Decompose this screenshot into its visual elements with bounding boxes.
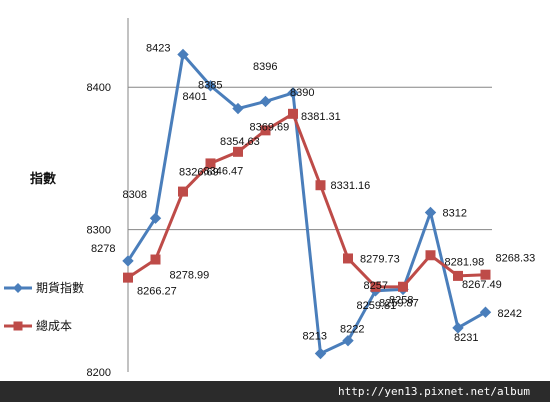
data-label: 8231	[454, 332, 478, 344]
point-marker	[233, 146, 243, 157]
point-marker	[232, 102, 244, 115]
series-group	[122, 48, 492, 360]
data-label: 8259.87	[379, 298, 419, 310]
data-label: 8346.47	[204, 165, 244, 177]
data-label: 8390	[290, 87, 314, 99]
point-marker	[480, 269, 491, 280]
data-label: 8222	[340, 324, 364, 336]
point-marker	[204, 80, 217, 92]
point-marker	[260, 125, 271, 136]
data-label: 8396	[253, 61, 277, 73]
series-line-1	[127, 112, 486, 289]
data-label: 8278.99	[170, 270, 210, 282]
point-marker	[452, 322, 464, 334]
point-marker	[342, 334, 354, 347]
data-label: 8331.16	[331, 180, 371, 192]
data-label: 8354.63	[220, 136, 260, 148]
data-label: 8279.73	[360, 253, 400, 265]
data-label: 8266.27	[137, 286, 177, 298]
data-label: 8257	[364, 280, 388, 292]
legend-marker	[13, 321, 23, 331]
watermark-text: http://yen13.pixnet.net/album	[338, 385, 530, 398]
y-axis-label: 指數	[30, 171, 56, 186]
legend-label: 期貨指數	[36, 280, 84, 295]
point-marker	[479, 306, 492, 318]
data-label: 8369.69	[250, 121, 290, 133]
point-marker	[287, 87, 299, 99]
point-marker	[259, 95, 272, 108]
point-marker	[150, 254, 161, 265]
y-tick-label: 8400	[87, 82, 111, 94]
legend-marker	[13, 283, 23, 293]
y-tick-label: 8200	[87, 367, 111, 379]
point-marker	[122, 255, 134, 267]
point-marker	[315, 180, 326, 191]
data-label: 8281.98	[445, 256, 485, 268]
point-marker	[343, 253, 353, 264]
series-line-0	[126, 52, 487, 355]
point-marker	[424, 206, 437, 219]
point-marker	[288, 108, 298, 119]
data-label: 8381.31	[301, 111, 341, 123]
point-marker	[398, 281, 408, 292]
data-label: 8401	[183, 91, 207, 103]
point-marker	[425, 250, 436, 261]
y-tick-labels: 8200 8300 8400	[87, 82, 111, 379]
data-label: 8213	[303, 330, 327, 342]
point-marker	[178, 186, 188, 197]
data-label: 8259.81	[357, 300, 397, 312]
point-marker	[370, 281, 381, 292]
data-label: 8308	[123, 189, 147, 201]
data-label: 8268.33	[496, 253, 536, 265]
data-label: 8278	[91, 243, 115, 255]
point-marker	[453, 270, 463, 281]
data-label: 8258	[389, 294, 413, 306]
data-label: 8326.69	[179, 167, 219, 179]
data-label: 8385	[198, 80, 222, 92]
data-label: 8312	[443, 208, 467, 220]
point-marker	[205, 158, 216, 169]
data-label: 8423	[146, 42, 170, 54]
data-label: 8242	[498, 308, 522, 320]
point-marker	[314, 347, 327, 360]
watermark-bar	[0, 381, 550, 402]
point-marker	[149, 212, 162, 224]
point-marker	[123, 272, 133, 283]
point-marker	[177, 48, 189, 61]
grid-lines	[128, 86, 492, 231]
legend-label: 總成本	[36, 318, 72, 333]
y-tick-label: 8300	[87, 225, 111, 237]
data-label: 8267.49	[462, 279, 502, 291]
